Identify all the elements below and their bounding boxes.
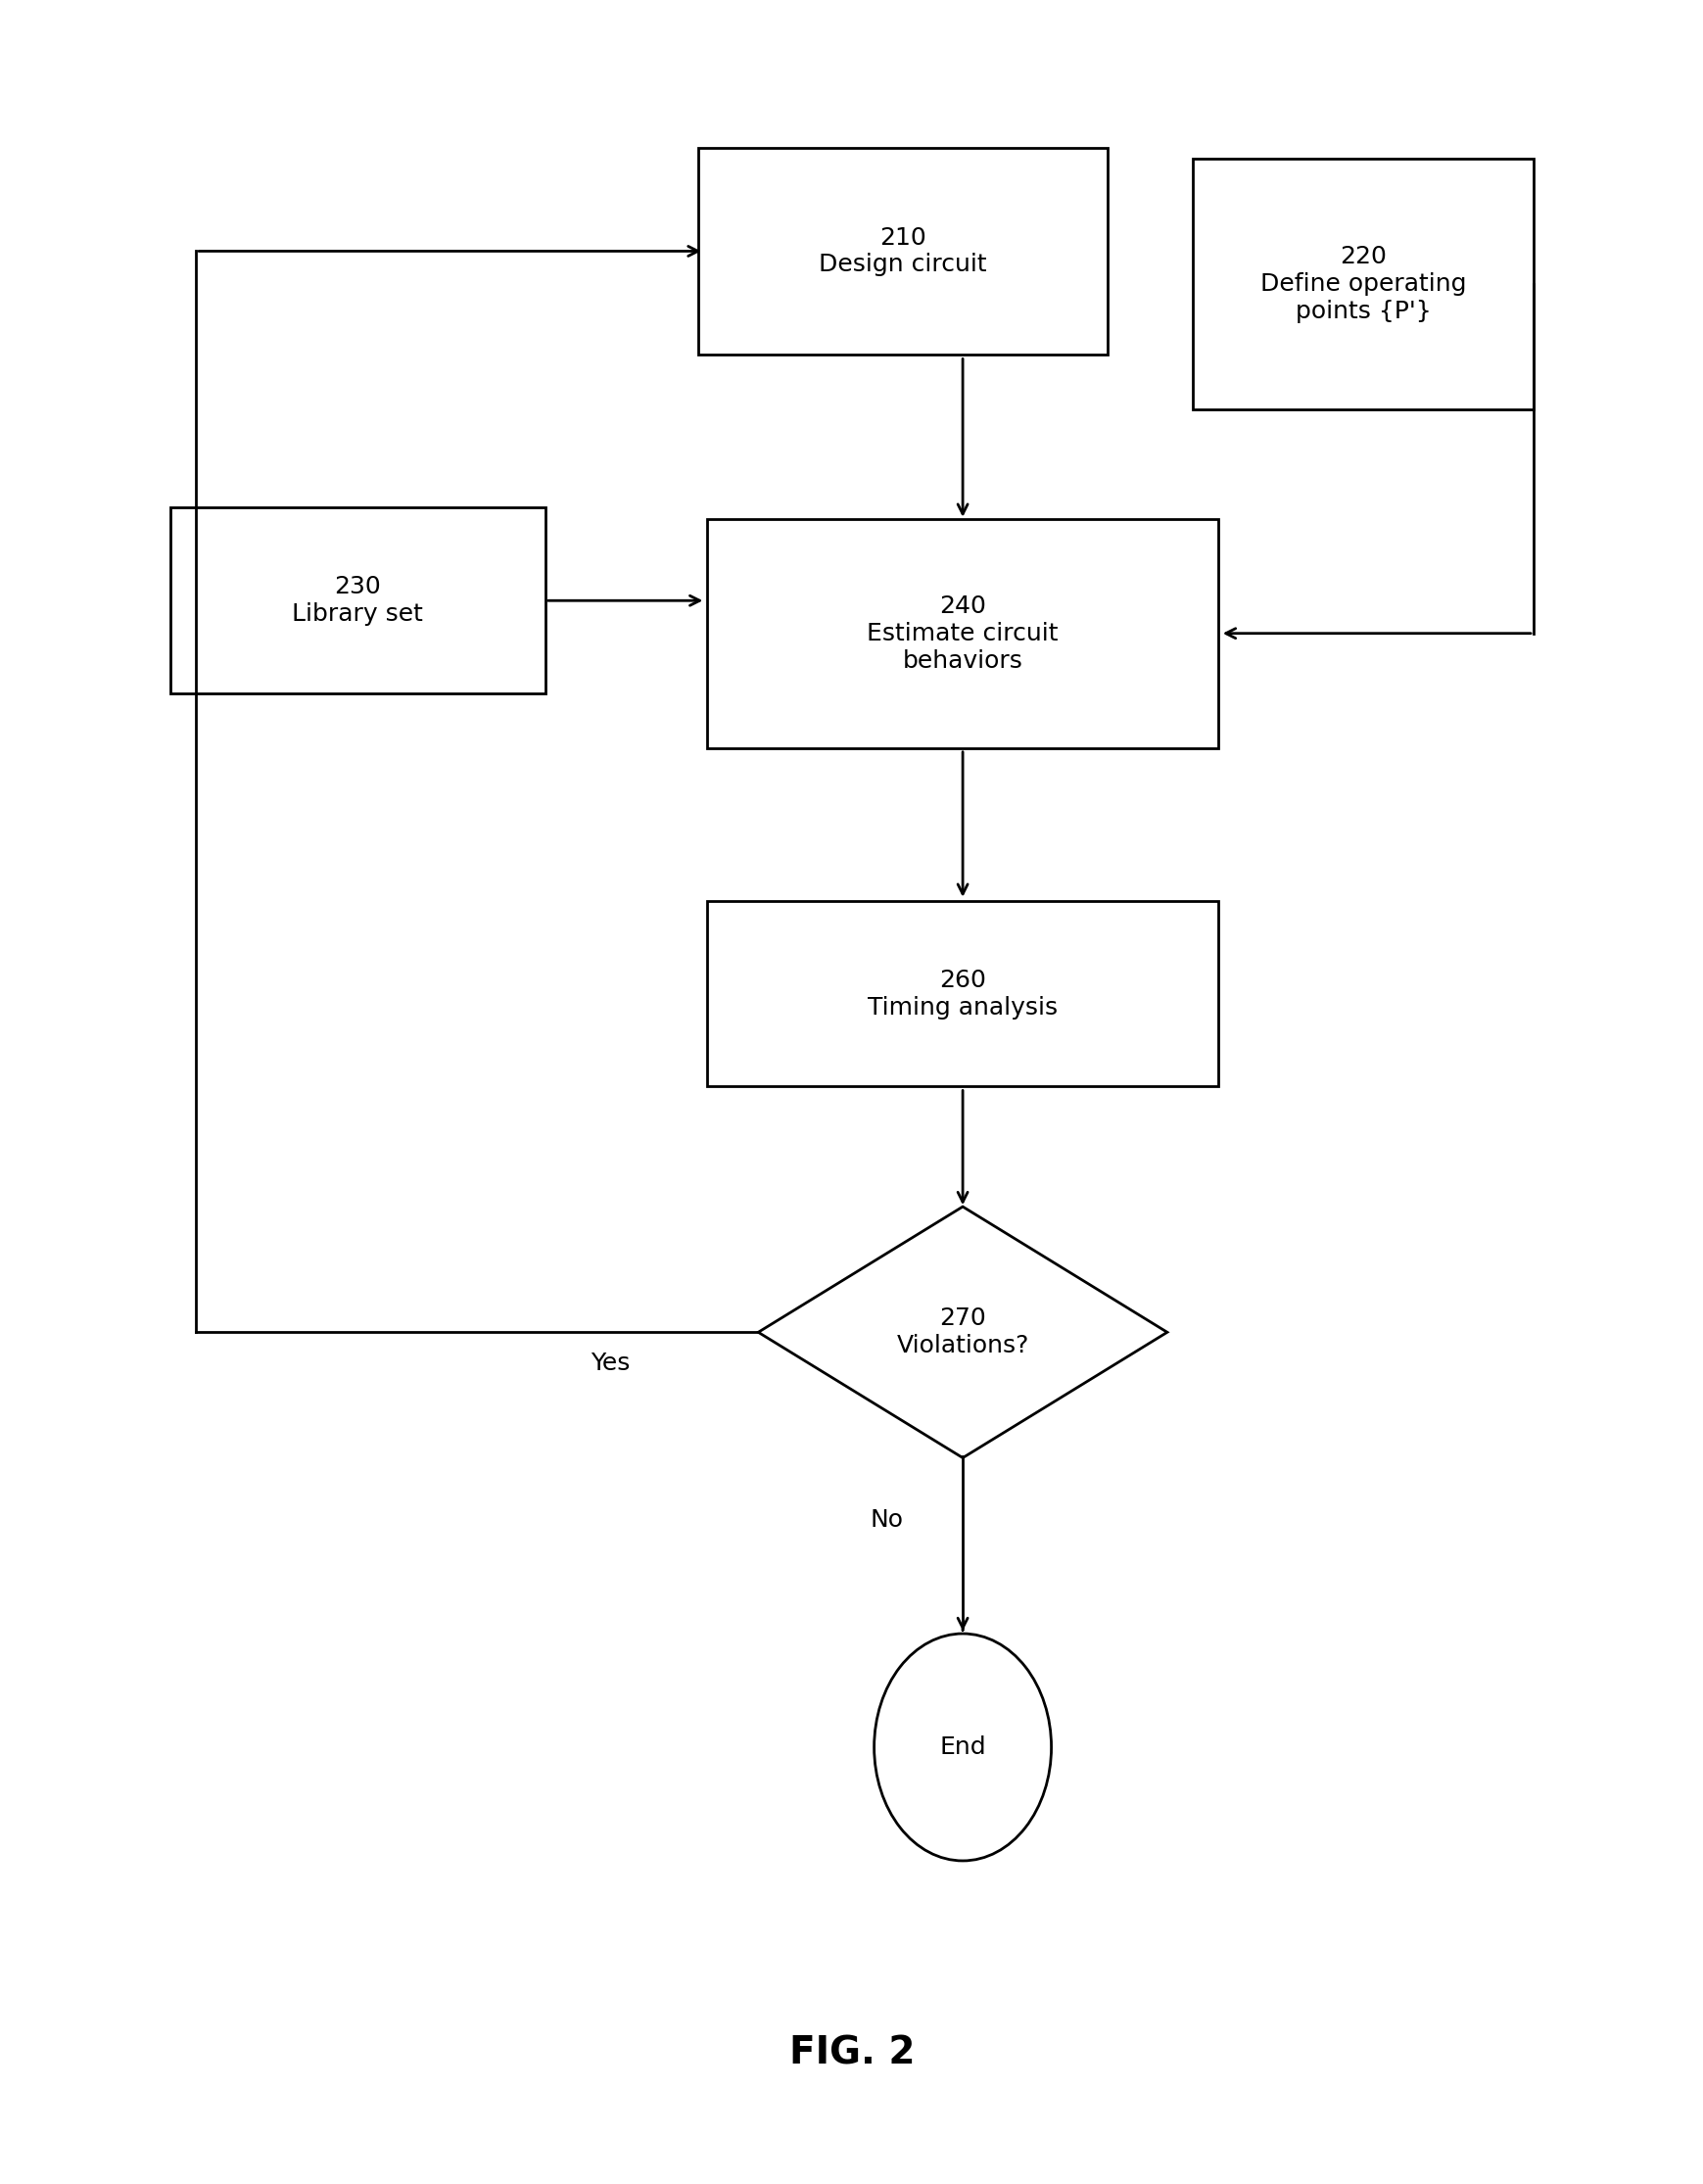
Text: Yes: Yes bbox=[591, 1352, 630, 1374]
Text: End: End bbox=[938, 1736, 986, 1758]
FancyBboxPatch shape bbox=[170, 509, 545, 695]
Circle shape bbox=[874, 1634, 1051, 1861]
Polygon shape bbox=[758, 1206, 1167, 1459]
Text: 240
Estimate circuit
behaviors: 240 Estimate circuit behaviors bbox=[867, 594, 1058, 673]
Text: 220
Define operating
points {P'}: 220 Define operating points {P'} bbox=[1260, 245, 1465, 323]
Text: No: No bbox=[869, 1509, 903, 1531]
Text: FIG. 2: FIG. 2 bbox=[788, 2033, 915, 2073]
FancyBboxPatch shape bbox=[1192, 159, 1533, 411]
Text: 260
Timing analysis: 260 Timing analysis bbox=[867, 968, 1058, 1020]
FancyBboxPatch shape bbox=[707, 900, 1218, 1085]
FancyBboxPatch shape bbox=[698, 149, 1107, 354]
Text: 230
Library set: 230 Library set bbox=[293, 574, 422, 627]
Text: 270
Violations?: 270 Violations? bbox=[896, 1306, 1029, 1358]
Text: 210
Design circuit: 210 Design circuit bbox=[819, 225, 986, 277]
FancyBboxPatch shape bbox=[707, 520, 1218, 747]
